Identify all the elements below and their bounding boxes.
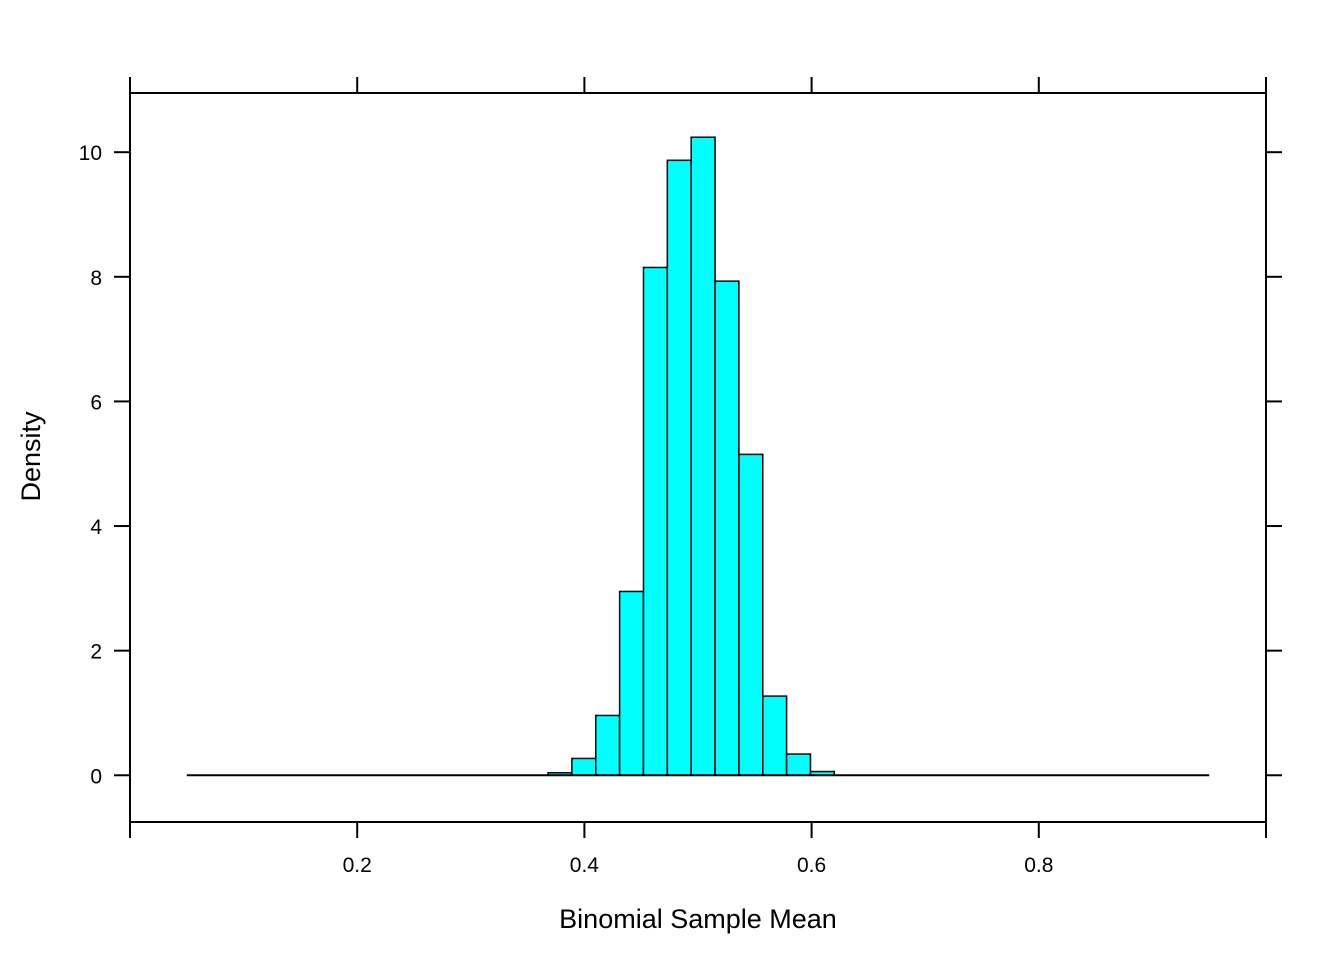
histogram-bar [666,159,692,777]
y-tick-label: 10 [79,142,102,165]
x-tick-labels: 0.2 0.4 0.6 0.8 [343,854,1054,877]
y-tick-label: 6 [90,391,102,414]
y-tick-label: 4 [90,516,102,539]
bottom-axis-ticks [129,822,1267,838]
x-tick-label: 0.6 [797,854,826,877]
y-tick-label: 2 [90,641,102,664]
histogram-bar [571,757,597,777]
x-tick-label: 0.4 [570,854,600,877]
histogram-bar [762,695,788,777]
histogram-bar [642,266,669,777]
histogram-bar [785,753,812,777]
histogram-bar [618,590,645,777]
x-tick-label: 0.2 [343,854,372,877]
y-tick-label: 0 [90,765,102,788]
y-axis-label: Density [16,411,46,502]
histogram-bar [690,136,716,777]
plot-panel-border [129,92,1267,823]
histogram-bar [595,714,621,777]
x-axis-label: Binomial Sample Mean [559,904,837,934]
top-axis-ticks [129,77,1267,93]
y-tick-label: 8 [90,267,102,290]
histogram-bars [547,136,836,777]
histogram-bar [738,453,764,777]
histogram-bar [714,280,740,777]
left-axis-ticks [114,151,130,777]
right-axis-ticks [1266,151,1282,777]
x-tick-label: 0.8 [1024,854,1053,877]
y-tick-labels: 0 2 4 6 8 10 [79,142,103,788]
